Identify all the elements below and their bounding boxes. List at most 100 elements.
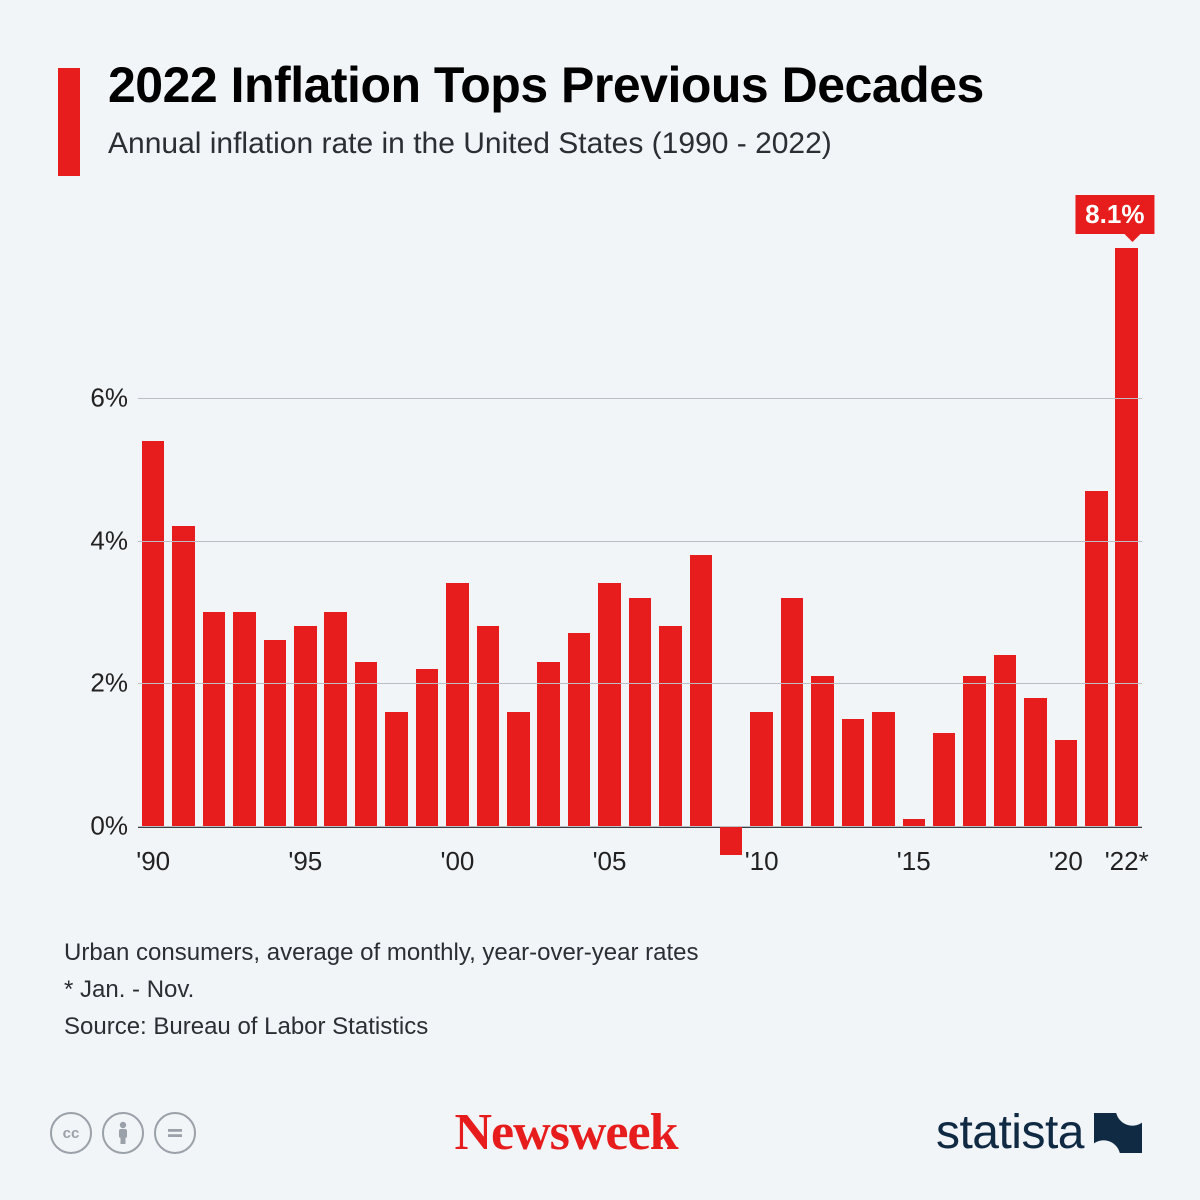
bar-cell — [625, 248, 655, 826]
header: 2022 Inflation Tops Previous Decades Ann… — [58, 58, 1142, 176]
bar — [963, 676, 986, 826]
bar-cell: '95 — [290, 248, 320, 826]
y-axis-label: 4% — [68, 525, 128, 556]
bar-cell — [564, 248, 594, 826]
x-axis-label: '22* — [1105, 846, 1149, 877]
bar — [324, 612, 347, 826]
bar-cell — [990, 248, 1020, 826]
bar — [385, 712, 408, 826]
bar — [264, 640, 287, 826]
newsweek-logo: Newsweek — [454, 1103, 677, 1162]
bar — [446, 583, 469, 826]
y-axis-label: 2% — [68, 668, 128, 699]
svg-text:cc: cc — [63, 1125, 80, 1142]
bar — [233, 612, 256, 826]
value-callout: 8.1% — [1075, 195, 1154, 234]
plot-area: '90'95'00'05'10'15'208.1%'22* 0%2%4%6% — [138, 248, 1142, 828]
bar — [872, 712, 895, 826]
bar — [203, 612, 226, 826]
bar — [477, 626, 500, 826]
bar — [690, 555, 713, 826]
bar — [781, 598, 804, 826]
bar-cell — [533, 248, 563, 826]
nd-icon — [154, 1112, 196, 1154]
bar — [720, 826, 743, 855]
bar-cell: 8.1%'22* — [1112, 248, 1142, 826]
license-badges: cc — [50, 1112, 196, 1154]
bars-container: '90 '95 '00 '05 '10 '15 '20 8.1%'22* — [138, 248, 1142, 826]
x-axis-label: '20 — [1049, 846, 1083, 877]
footnote-line: Urban consumers, average of monthly, yea… — [64, 934, 1142, 971]
bar-cell — [503, 248, 533, 826]
bar-cell — [716, 248, 746, 826]
bar-cell: '05 — [594, 248, 624, 826]
chart-subtitle: Annual inflation rate in the United Stat… — [108, 127, 984, 161]
bar — [568, 633, 591, 826]
bar-cell — [655, 248, 685, 826]
bar — [294, 626, 317, 826]
bar — [355, 662, 378, 826]
bar-cell — [686, 248, 716, 826]
bar-cell — [321, 248, 351, 826]
x-axis-label: '15 — [897, 846, 931, 877]
bar-cell — [1081, 248, 1111, 826]
bar-cell — [199, 248, 229, 826]
bar — [1024, 698, 1047, 826]
gridline — [138, 541, 1142, 542]
bar-cell: '10 — [746, 248, 776, 826]
bar-cell — [959, 248, 989, 826]
bar-cell — [381, 248, 411, 826]
bar — [629, 598, 652, 826]
footnote-line: * Jan. - Nov. — [64, 971, 1142, 1008]
bar-cell: '00 — [442, 248, 472, 826]
bar-cell — [777, 248, 807, 826]
bar-cell — [929, 248, 959, 826]
bar — [933, 733, 956, 826]
x-axis-label: '00 — [440, 846, 474, 877]
x-axis-label: '05 — [593, 846, 627, 877]
bar — [659, 626, 682, 826]
bar-cell — [473, 248, 503, 826]
bar: 8.1% — [1115, 248, 1138, 826]
bar-cell — [838, 248, 868, 826]
bar-cell: '20 — [1051, 248, 1081, 826]
x-axis-label: '90 — [136, 846, 170, 877]
bar-cell — [412, 248, 442, 826]
gridline — [138, 683, 1142, 684]
bar — [142, 441, 165, 826]
bar-cell — [1020, 248, 1050, 826]
footnote-line: Source: Bureau of Labor Statistics — [64, 1008, 1142, 1045]
accent-bar-icon — [58, 68, 80, 176]
bar-cell — [229, 248, 259, 826]
header-text: 2022 Inflation Tops Previous Decades Ann… — [108, 58, 984, 176]
footnotes: Urban consumers, average of monthly, yea… — [64, 934, 1142, 1046]
statista-wordmark: statista — [936, 1105, 1084, 1160]
infographic-card: 2022 Inflation Tops Previous Decades Ann… — [0, 0, 1200, 1200]
footer: cc Newsweek statista — [50, 1103, 1142, 1162]
bar — [994, 655, 1017, 826]
cc-icon: cc — [50, 1112, 92, 1154]
gridline — [138, 826, 1142, 827]
y-axis-label: 0% — [68, 811, 128, 842]
bar — [1055, 740, 1078, 826]
statista-mark-icon — [1094, 1113, 1142, 1153]
bar — [842, 719, 865, 826]
bar — [598, 583, 621, 826]
chart-title: 2022 Inflation Tops Previous Decades — [108, 58, 984, 113]
bar-cell — [351, 248, 381, 826]
bar-chart: '90'95'00'05'10'15'208.1%'22* 0%2%4%6% — [68, 248, 1142, 888]
bar-cell: '15 — [899, 248, 929, 826]
by-icon — [102, 1112, 144, 1154]
bar — [903, 819, 926, 826]
bar — [750, 712, 773, 826]
bar-cell: '90 — [138, 248, 168, 826]
statista-logo: statista — [936, 1105, 1142, 1160]
x-axis-label: '95 — [288, 846, 322, 877]
bar-cell — [260, 248, 290, 826]
bar — [172, 526, 195, 826]
x-axis-label: '10 — [745, 846, 779, 877]
bar — [507, 712, 530, 826]
gridline — [138, 398, 1142, 399]
bar — [537, 662, 560, 826]
bar — [811, 676, 834, 826]
